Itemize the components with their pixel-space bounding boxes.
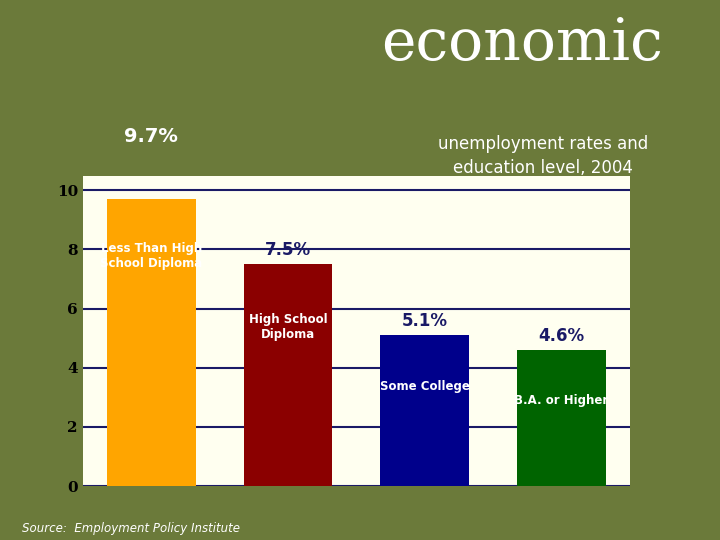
Bar xyxy=(243,264,333,486)
Text: 9.7%: 9.7% xyxy=(125,127,178,146)
Bar xyxy=(517,350,606,486)
Bar xyxy=(380,335,469,486)
Text: 5.1%: 5.1% xyxy=(402,312,448,330)
Text: economic: economic xyxy=(381,16,662,72)
Text: Less Than High
School Diploma: Less Than High School Diploma xyxy=(100,242,202,270)
Text: High School
Diploma: High School Diploma xyxy=(248,313,328,341)
Text: Some College: Some College xyxy=(380,381,469,394)
Text: 7.5%: 7.5% xyxy=(265,241,311,259)
Text: 4.6%: 4.6% xyxy=(539,327,585,345)
Text: B.A. or Higher: B.A. or Higher xyxy=(515,394,608,407)
Text: Source:  Employment Policy Institute: Source: Employment Policy Institute xyxy=(22,522,240,535)
Bar xyxy=(107,199,196,486)
Text: unemployment rates and
education level, 2004: unemployment rates and education level, … xyxy=(438,135,648,177)
